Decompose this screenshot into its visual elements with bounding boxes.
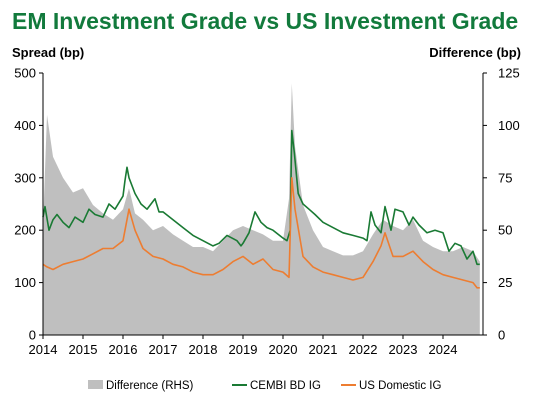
x-tick-label: 2021 [309, 342, 338, 357]
difference-area [43, 83, 480, 335]
left-tick-label: 400 [14, 118, 36, 133]
left-tick-label: 0 [29, 328, 36, 343]
x-tick-label: 2019 [229, 342, 258, 357]
x-tick-label: 2024 [429, 342, 458, 357]
legend-label: US Domestic IG [359, 380, 441, 392]
legend: Difference (RHS) CEMBI BD IG US Domestic I… [88, 380, 441, 392]
legend-swatch-difference [88, 380, 103, 389]
chart-title: EM Investment Grade vs US Investment Gra… [12, 8, 518, 34]
left-tick-label: 500 [14, 66, 36, 81]
left-tick-label: 200 [14, 223, 36, 238]
x-tick-label: 2018 [189, 342, 218, 357]
right-tick-label: 50 [498, 223, 512, 238]
legend-label: Difference (RHS) [106, 380, 194, 392]
right-tick-label: 100 [498, 118, 520, 133]
right-tick-label: 75 [498, 170, 512, 185]
us-domestic-line [42, 177, 480, 289]
x-tick-label: 2023 [389, 342, 418, 357]
plot-area [42, 83, 480, 335]
right-axis-title: Difference (bp) [429, 45, 521, 60]
cembi-line [42, 129, 480, 266]
right-tick-label: 25 [498, 275, 512, 290]
legend-label: CEMBI BD IG [250, 380, 321, 392]
x-tick-label: 2016 [109, 342, 138, 357]
left-axis-title: Spread (bp) [12, 45, 84, 60]
x-tick-label: 2017 [149, 342, 178, 357]
right-tick-label: 125 [498, 66, 520, 81]
x-tick-label: 2022 [349, 342, 378, 357]
left-tick-label: 300 [14, 170, 36, 185]
x-tick-label: 2015 [69, 342, 98, 357]
x-tick-label: 2014 [29, 342, 58, 357]
x-tick-label: 2020 [269, 342, 298, 357]
right-tick-label: 0 [498, 328, 505, 343]
left-tick-label: 100 [14, 275, 36, 290]
axes: 0 100 200 300 400 500 0 25 50 75 100 125 2014 2015 201… [14, 66, 519, 358]
